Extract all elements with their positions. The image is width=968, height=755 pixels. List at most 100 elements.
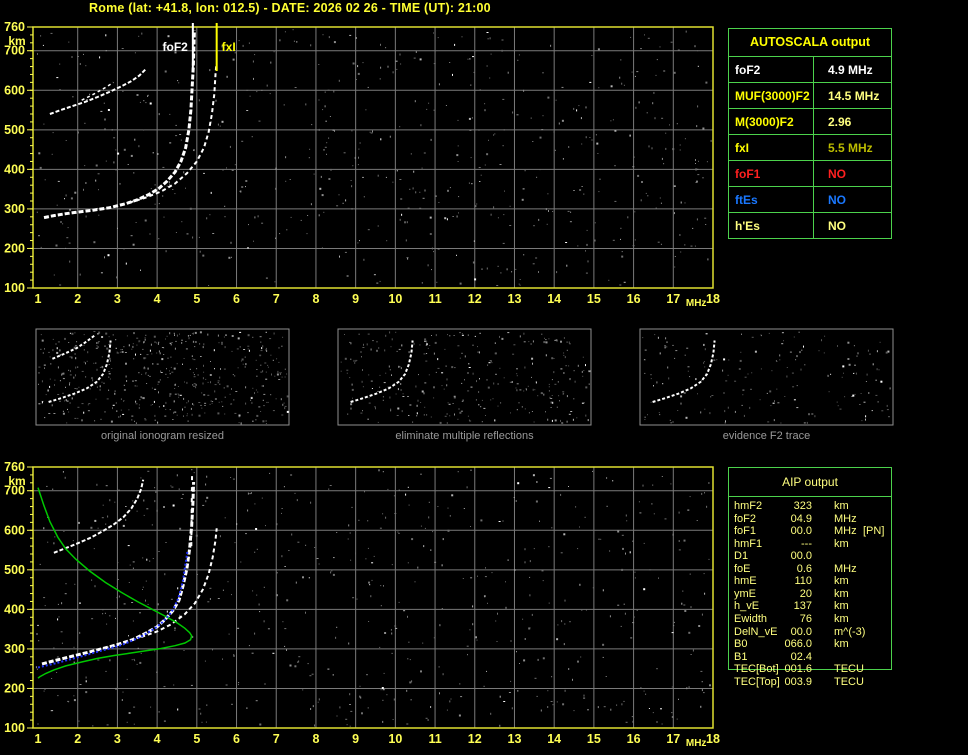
x-tick-label: 11 — [428, 292, 441, 306]
aip-param-unit: MHz — [834, 562, 857, 575]
x-tick-label: 3 — [114, 292, 121, 306]
scaled-ionogram-multiple-reflection — [49, 68, 146, 115]
autoscala-output-panel: AUTOSCALA output foF2 4.9 MHz MUF(3000)F2 1… — [728, 28, 892, 239]
x-tick-label: 9 — [352, 292, 359, 306]
x-tick-label: 5 — [193, 292, 200, 306]
y-tick-label: 400 — [4, 602, 25, 616]
aip-param-label: hmF1 — [734, 537, 763, 550]
x-tick-label: 15 — [587, 292, 601, 306]
aip-param-label: B0 — [734, 638, 748, 651]
aip-row-B1: B1 02.4 — [728, 651, 892, 664]
x-tick-label: 13 — [508, 292, 522, 306]
x-tick-label: 8 — [312, 732, 319, 746]
profile-ionogram-asymptote-streak — [190, 470, 194, 547]
aip-param-label: hmF2 — [734, 500, 763, 512]
aip-row-foF1: foF1 00.0 MHz [PN] — [728, 525, 892, 538]
x-tick-label: 4 — [154, 732, 161, 746]
y-tick-label: 700 — [4, 44, 25, 58]
aip-param-value: 066.0 — [784, 638, 812, 651]
aip-output-border — [728, 467, 892, 670]
autoscala-row-foF1: foF1 NO — [729, 160, 891, 186]
x-tick-label: 15 — [587, 732, 601, 746]
profile-ionogram-f2-trace-ordinary — [41, 481, 196, 666]
profile-ionogram-multiple-reflection — [53, 479, 145, 554]
thumbnail-caption-original: original ionogram resized — [101, 430, 224, 442]
aip-param-unit: km — [834, 612, 849, 625]
aip-param-label: DelN_vE — [734, 625, 778, 638]
aip-param-value: 323 — [793, 500, 812, 512]
y-tick-label: 200 — [4, 681, 25, 695]
x-tick-label: 13 — [508, 732, 522, 746]
scaled-ionogram-multiple-reflection-fork — [81, 81, 114, 101]
aip-param-value: 76 — [799, 612, 812, 625]
autoscala-rows: foF2 4.9 MHz MUF(3000)F2 14.5 MHz M(3000)F2 2… — [729, 56, 891, 238]
thumbnail-2-trace-f2 — [350, 340, 414, 403]
x-tick-label: 5 — [193, 732, 200, 746]
aip-param-extra: [PN] — [863, 525, 885, 538]
autoscala-param-label: foF2 — [735, 62, 761, 77]
aip-param-value: 110 — [794, 575, 812, 588]
aip-param-unit: TECU — [834, 675, 864, 688]
aip-row-TEC[Bot]: TEC[Bot] 001.6 TECU — [728, 663, 892, 676]
thumbnail-caption-evidence: evidence F2 trace — [722, 430, 811, 442]
aip-param-label: foE — [734, 562, 751, 575]
y-tick-label: 760 — [4, 460, 25, 474]
x-tick-label: 14 — [547, 292, 561, 306]
aip-param-unit: km — [834, 600, 849, 613]
aip-row-foF2: foF2 04.9 MHz — [728, 513, 892, 526]
aip-param-value: 20 — [799, 587, 812, 600]
x-tick-label: 8 — [312, 292, 319, 306]
aip-param-value: 04.9 — [790, 512, 812, 525]
autoscala-param-value: NO — [813, 187, 891, 212]
aip-param-unit: MHz — [834, 512, 857, 525]
autoscala-param-value: NO — [813, 213, 891, 238]
autoscala-param-value: 2.96 — [813, 109, 891, 134]
aip-row-DelN_vE: DelN_vE 00.0 m^(-3) — [728, 626, 892, 639]
autoscala-param-label: ftEs — [735, 192, 758, 207]
y-axis-unit-label: km — [8, 474, 25, 488]
aip-output-header: AIP output — [729, 468, 891, 497]
autoscala-row-ftEs: ftEs NO — [729, 186, 891, 212]
aip-param-unit: MHz — [834, 525, 857, 538]
thumbnail-2 — [337, 328, 592, 426]
autoscala-row-M(3000)F2: M(3000)F2 2.96 — [729, 108, 891, 134]
aip-param-value: 00.0 — [790, 525, 812, 538]
x-axis-unit-label: MHz — [686, 298, 707, 309]
aip-param-value: 00.0 — [790, 550, 812, 563]
autoscala-param-value: 14.5 MHz — [813, 83, 891, 108]
profile-ionogram-f2-trace-extraordinary — [140, 528, 218, 638]
x-tick-label: 1 — [35, 292, 42, 306]
autoscala-row-h'Es: h'Es NO — [729, 212, 891, 238]
aip-row-hmF1: hmF1 --- km — [728, 538, 892, 551]
autoscala-row-foF2: foF2 4.9 MHz — [729, 56, 891, 82]
x-tick-label: 2 — [74, 292, 81, 306]
autoscala-param-value: NO — [813, 161, 891, 186]
x-tick-label: 9 — [352, 732, 359, 746]
x-tick-label: 16 — [627, 292, 641, 306]
y-tick-label: 200 — [4, 241, 25, 255]
autoscala-param-value: 4.9 MHz — [813, 57, 891, 82]
thumbnail-caption-eliminate: eliminate multiple reflections — [395, 430, 534, 442]
autoscala-param-label: h'Es — [735, 218, 760, 233]
y-tick-label: 500 — [4, 563, 25, 577]
y-axis-unit-label: km — [8, 34, 25, 48]
x-tick-label: 10 — [388, 292, 402, 306]
y-tick-label: 500 — [4, 123, 25, 137]
autoscala-row-fxI: fxI 5.5 MHz — [729, 134, 891, 160]
aip-output-panel: AIP output hmF2 323 km foF2 04.9 MHz foF1 00.0 M… — [728, 467, 892, 699]
aip-param-label: D1 — [734, 550, 749, 563]
aip-param-unit: TECU — [834, 663, 864, 676]
thumbnail-3-trace-f2 — [652, 340, 716, 403]
x-tick-label: 6 — [233, 292, 240, 306]
x-tick-label: 18 — [706, 292, 720, 306]
aip-param-value: 00.0 — [790, 625, 812, 638]
aip-param-value: 0.6 — [796, 562, 812, 575]
autoscala-row-MUF(3000)F2: MUF(3000)F2 14.5 MHz — [729, 82, 891, 108]
x-tick-label: 14 — [547, 732, 561, 746]
aip-row-ymE: ymE 20 km — [728, 588, 892, 601]
aip-param-label: foF2 — [734, 512, 757, 525]
y-tick-label: 300 — [4, 202, 25, 216]
